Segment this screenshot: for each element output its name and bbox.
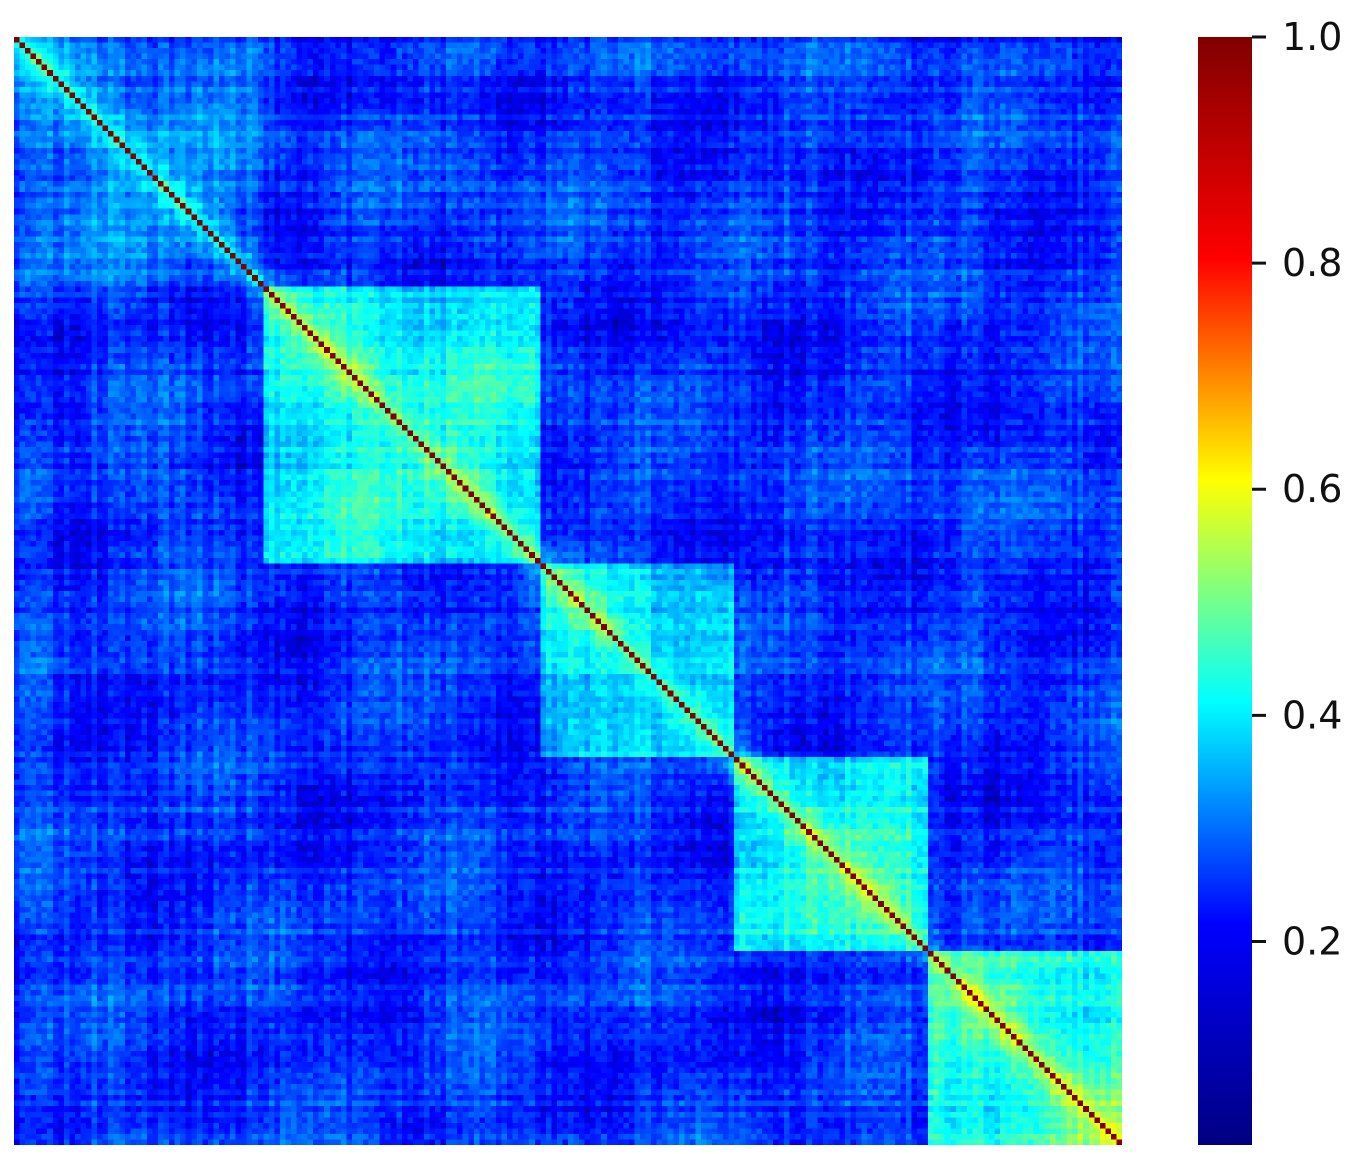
colorbar-tick-label: 0.6 — [1282, 467, 1342, 511]
colorbar-tick-label: 0.8 — [1282, 241, 1342, 285]
colorbar-tick-label: 1.0 — [1282, 15, 1342, 59]
correlation-heatmap — [14, 37, 1122, 1145]
heatmap-cells — [14, 37, 1122, 1145]
colorbar-tick-label: 0.2 — [1282, 919, 1342, 963]
colorbar-ticks: 0.2 0.4 0.6 0.8 1.0 — [1252, 15, 1342, 963]
colorbar-gradient — [1198, 37, 1252, 1145]
colorbar-tick-label: 0.4 — [1282, 693, 1342, 737]
colorbar: 0.2 0.4 0.6 0.8 1.0 — [1198, 15, 1342, 1145]
